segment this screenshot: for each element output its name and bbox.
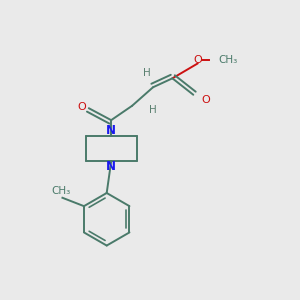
Text: H: H [143, 68, 151, 78]
Text: O: O [77, 102, 86, 112]
Text: N: N [106, 124, 116, 137]
Text: O: O [194, 56, 202, 65]
Text: H: H [149, 105, 157, 115]
Text: CH₃: CH₃ [51, 186, 70, 196]
Text: O: O [202, 95, 211, 105]
Text: N: N [106, 160, 116, 172]
Text: CH₃: CH₃ [218, 56, 237, 65]
